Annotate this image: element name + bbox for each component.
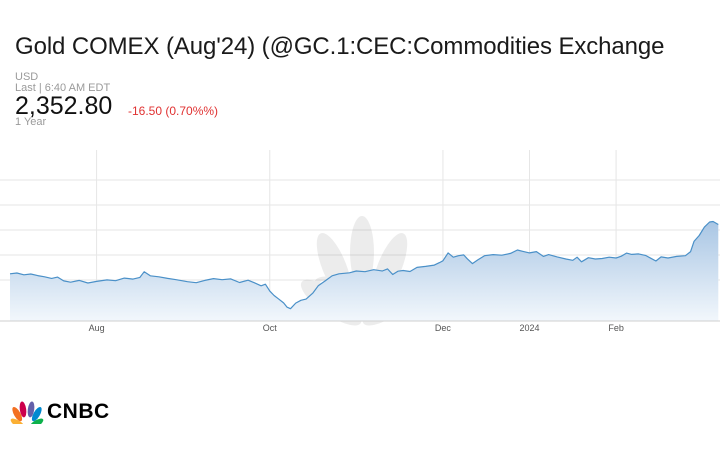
x-tick-label: Oct [263,323,278,333]
price-change: -16.50 (0.70%%) [128,104,219,118]
x-tick-label: 2024 [519,323,539,333]
period-label: 1 Year [15,116,47,128]
price-line [9,220,719,310]
currency-label: USD [15,71,39,83]
x-axis-ticks: Aug Oct Dec 2024 Feb [89,323,624,333]
peacock-icon [10,401,44,424]
last-update-label: Last | 6:40 AM EDT [15,82,111,94]
price-area [10,221,719,321]
x-tick-label: Feb [608,323,624,333]
x-tick-label: Dec [435,323,452,333]
cnbc-logo: CNBC [10,400,110,424]
last-price: 2,352.80 [15,92,113,120]
x-tick-label: Aug [89,323,105,333]
chart-title: Gold COMEX (Aug'24) (@GC.1:CEC:Commoditi… [15,33,665,60]
logo-text: CNBC [47,400,110,423]
